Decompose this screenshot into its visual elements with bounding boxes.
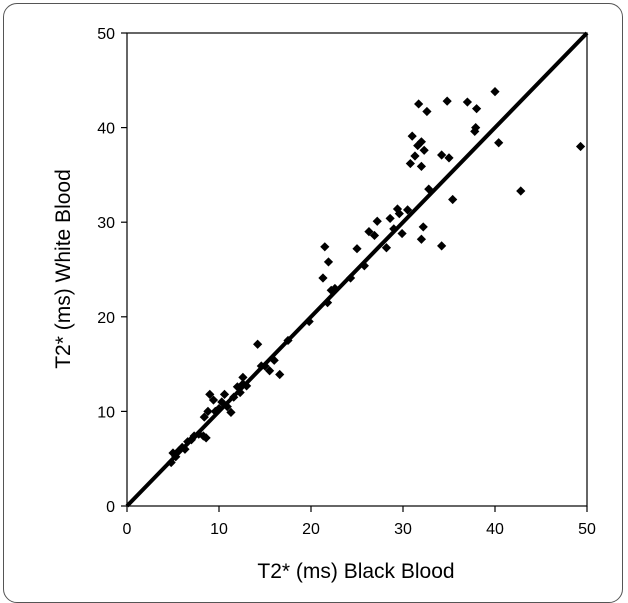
data-point: [171, 452, 181, 462]
scatter-chart: 0 10 20 30 40 50 0 10 20 30 40 50 T2* (ms) Black Bl…: [52, 26, 596, 583]
data-point: [198, 431, 208, 441]
data-point: [418, 222, 428, 232]
identity-line: [125, 31, 589, 508]
y-tick-label: 0: [106, 499, 115, 516]
data-point: [397, 228, 407, 239]
x-axis-title: T2* (ms) Black Blood: [257, 560, 454, 583]
data-point: [201, 433, 211, 443]
data-point: [448, 194, 458, 205]
data-point: [405, 158, 415, 169]
data-point: [260, 361, 270, 371]
data-point: [394, 209, 404, 219]
data-point: [416, 161, 426, 171]
data-point: [235, 387, 245, 398]
x-tick-label: 20: [302, 521, 320, 538]
data-point: [199, 412, 209, 422]
data-point: [330, 283, 340, 294]
tick-labels: 0 10 20 30 40 50 0 10 20 30 40 50: [97, 26, 596, 538]
data-point: [416, 234, 426, 244]
data-points: [166, 87, 586, 468]
data-point: [516, 186, 526, 196]
data-point: [352, 244, 362, 254]
reference-line-layer: [125, 31, 589, 508]
data-point: [575, 141, 586, 152]
data-point: [442, 96, 452, 106]
data-point: [210, 406, 220, 416]
data-point: [322, 298, 333, 308]
data-point: [242, 381, 252, 391]
data-point: [205, 389, 215, 399]
data-point: [222, 402, 232, 412]
data-point: [275, 369, 285, 380]
data-point: [217, 397, 227, 407]
data-point: [369, 230, 380, 241]
data-point: [318, 273, 328, 283]
data-point: [345, 273, 356, 283]
data-point: [372, 216, 382, 226]
data-point: [462, 97, 472, 107]
y-tick-label: 20: [97, 310, 115, 327]
y-axis-title: T2* (ms) White Blood: [52, 169, 75, 369]
x-tick-label: 0: [123, 521, 132, 538]
x-tick-label: 40: [486, 521, 504, 538]
data-point: [265, 366, 275, 376]
data-point: [208, 395, 219, 405]
data-point: [419, 145, 429, 155]
data-point: [381, 243, 392, 253]
data-point: [385, 213, 395, 224]
data-point: [238, 372, 248, 382]
data-point: [180, 444, 190, 454]
x-tick-label: 30: [394, 521, 412, 538]
data-point: [219, 389, 230, 399]
data-point: [437, 150, 447, 160]
data-point: [413, 140, 423, 151]
data-point: [166, 457, 176, 468]
data-point: [283, 335, 293, 346]
y-tick-label: 40: [97, 121, 115, 138]
data-point: [253, 339, 263, 349]
data-point: [364, 227, 374, 237]
data-point: [416, 137, 426, 147]
data-point: [407, 131, 417, 141]
data-point: [186, 435, 196, 445]
data-point: [490, 87, 500, 97]
y-tick-label: 10: [97, 404, 115, 421]
axes: [121, 32, 588, 512]
data-point: [494, 138, 504, 148]
data-point: [203, 406, 213, 416]
data-point: [414, 99, 424, 109]
data-point: [422, 106, 432, 117]
data-point: [437, 241, 447, 251]
data-point: [214, 403, 224, 414]
y-tick-label: 30: [97, 215, 115, 232]
data-point: [410, 151, 420, 161]
data-point: [424, 184, 434, 194]
data-point: [359, 261, 369, 271]
data-point: [389, 224, 399, 234]
data-point: [472, 104, 482, 114]
x-tick-label: 10: [210, 521, 228, 538]
plot-area-border: [126, 32, 588, 507]
data-point: [326, 285, 336, 295]
y-tick-label: 50: [97, 26, 115, 43]
x-tick-label: 50: [578, 521, 596, 538]
data-point: [229, 392, 239, 402]
data-point: [189, 431, 199, 441]
data-point: [320, 242, 330, 252]
data-point: [470, 126, 480, 136]
data-point: [226, 407, 236, 417]
data-point: [403, 205, 413, 215]
data-point: [304, 316, 314, 327]
data-point: [323, 257, 334, 267]
data-point: [269, 355, 279, 365]
data-point: [444, 153, 454, 163]
data-point: [177, 442, 187, 452]
